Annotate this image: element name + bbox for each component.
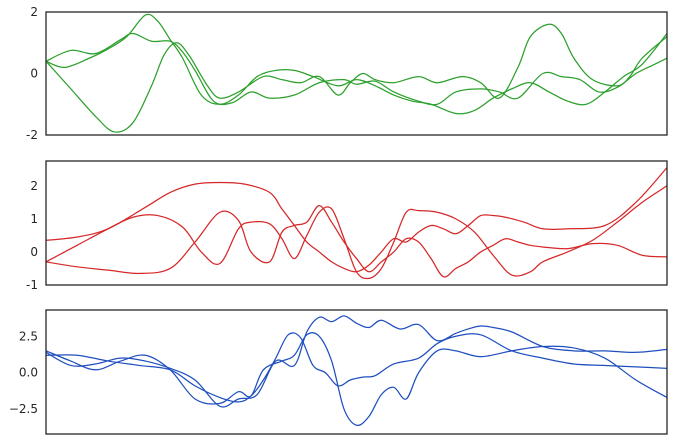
panel-1: 2 0 -2 [26, 5, 668, 142]
panel-2-axes-frame [45, 160, 668, 286]
panel-2-series-1-line [46, 166, 667, 273]
panel-1-axes-frame [45, 11, 668, 136]
panel-1-y-tick-label: 2 [30, 5, 38, 19]
panel-1-series [46, 13, 667, 133]
panel-3-series-2-line [46, 332, 667, 427]
panel-1-series-2-line [46, 13, 667, 115]
panels: 2 0 -2 2 1 0 -1 2.5 0.0 −2.5 [9, 5, 668, 435]
panel-2: 2 1 0 -1 [26, 160, 668, 292]
panel-3: 2.5 0.0 −2.5 [9, 309, 668, 435]
panel-1-series-1-line [46, 32, 667, 106]
panel-3-series [46, 315, 667, 427]
panel-3-series-1-line [46, 315, 667, 408]
panel-3-series-3-line [46, 332, 667, 403]
panel-3-y-tick-label: 2.5 [19, 329, 38, 343]
panel-3-y-tick-label: 0.0 [19, 366, 38, 380]
panel-1-y-tick-label: -2 [26, 128, 38, 142]
panel-2-y-tick-label: 0 [30, 245, 38, 259]
panel-2-y-tick-label: 2 [30, 179, 38, 193]
panel-3-axes-frame [45, 309, 668, 435]
panel-2-series-3-line [46, 205, 667, 278]
panel-2-series [46, 166, 667, 280]
panel-2-series-2-line [46, 185, 667, 280]
panel-3-y-tick-label: −2.5 [9, 402, 38, 416]
panel-2-y-tick-label: -1 [26, 278, 38, 292]
panel-1-y-tick-label: 0 [30, 67, 38, 81]
panel-1-series-3-line [46, 23, 667, 133]
panel-2-y-tick-label: 1 [30, 212, 38, 226]
